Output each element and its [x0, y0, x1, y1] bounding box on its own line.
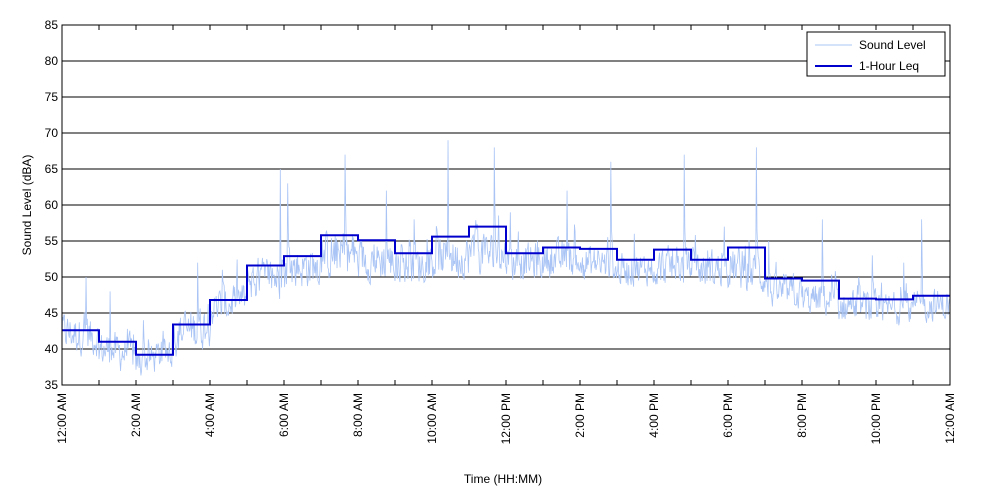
x-tick-label: 6:00 PM [721, 393, 735, 438]
leq-series [62, 225, 950, 356]
sound-level-line [61, 140, 951, 376]
x-tick-label: 12:00 AM [943, 393, 957, 444]
y-tick-label: 60 [45, 198, 59, 212]
y-tick-label: 50 [45, 270, 59, 284]
legend-label-leq: 1-Hour Leq [859, 59, 919, 73]
y-tick-label: 65 [45, 162, 59, 176]
x-tick-label: 12:00 AM [55, 393, 69, 444]
y-tick-label: 45 [45, 306, 59, 320]
legend-box [806, 31, 946, 77]
x-tick-label: 4:00 AM [203, 393, 217, 437]
x-tick-label: 8:00 PM [795, 393, 809, 438]
y-tick-label: 85 [45, 18, 59, 32]
y-tick-label: 75 [45, 90, 59, 104]
x-axis-ticks: 12:00 AM 2:00 AM 4:00 AM 6:00 AM 8:00 AM 10:0… [55, 25, 957, 444]
x-tick-label: 12:00 PM [499, 393, 513, 444]
y-tick-label: 35 [45, 378, 59, 392]
x-axis-label: Time (HH:MM) [464, 472, 542, 486]
x-tick-label: 2:00 PM [573, 393, 587, 438]
y-tick-label: 70 [45, 126, 59, 140]
grid-lines [62, 60, 950, 350]
x-tick-label: 2:00 AM [129, 393, 143, 437]
x-tick-label: 8:00 AM [351, 393, 365, 437]
y-axis-label: Sound Level (dBA) [20, 155, 34, 256]
leq-step-line [62, 225, 950, 356]
legend: Sound Level 1-Hour Leq [806, 31, 946, 77]
y-tick-label: 40 [45, 342, 59, 356]
x-tick-label: 10:00 AM [425, 393, 439, 444]
x-tick-label: 4:00 PM [647, 393, 661, 438]
x-tick-label: 6:00 AM [277, 393, 291, 437]
x-tick-label: 10:00 PM [869, 393, 883, 444]
sound-level-series [61, 140, 951, 376]
y-tick-label: 80 [45, 54, 59, 68]
y-tick-label: 55 [45, 234, 59, 248]
y-axis-ticks: 35 40 45 50 55 60 65 70 75 80 85 [45, 18, 950, 392]
legend-label-sound-level: Sound Level [859, 38, 926, 52]
